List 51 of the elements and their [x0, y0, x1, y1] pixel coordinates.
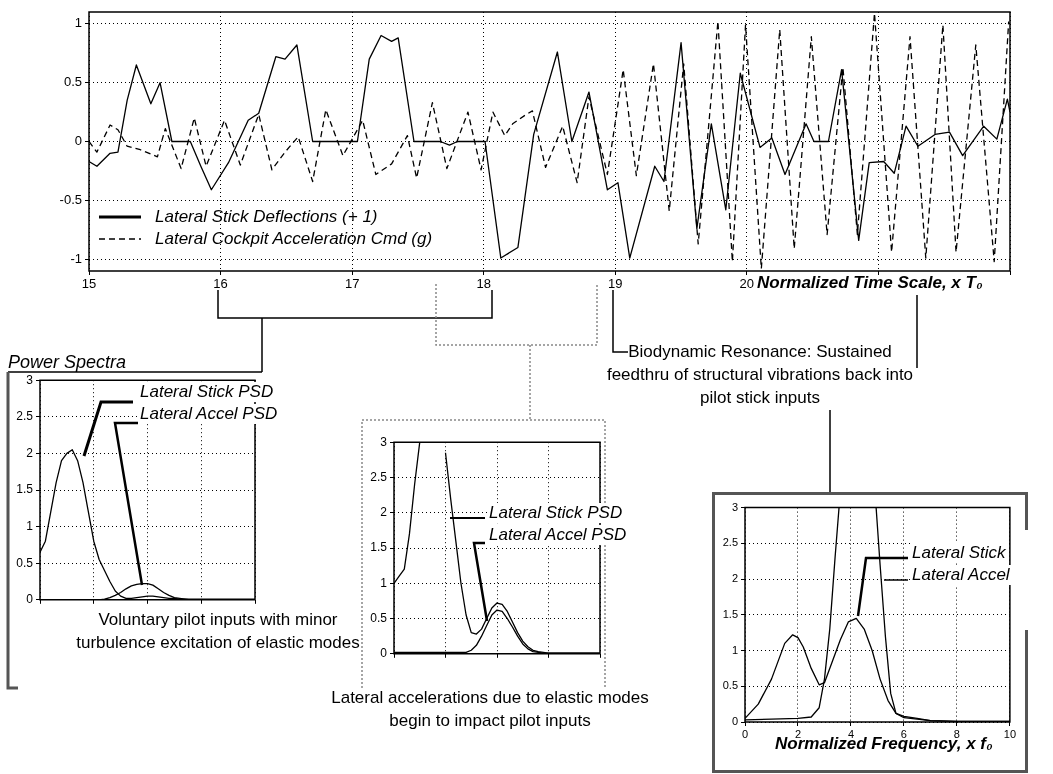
legend-label: Lateral Accel	[910, 565, 1012, 585]
text: Lateral Stick	[910, 543, 1008, 563]
y-tick-label: 1	[26, 518, 34, 533]
legend-label: Lateral Stick PSD	[487, 503, 625, 523]
x-tick-label: 6	[900, 727, 907, 740]
x-tick-label: 4	[847, 727, 855, 740]
x-tick-label: 20	[739, 276, 755, 292]
legend-label: Lateral Stick Deflections (+ 1)	[155, 207, 378, 226]
text: Lateral Accel PSD	[487, 525, 629, 545]
y-tick-label: 1	[380, 575, 388, 590]
y-tick-label: 0	[26, 592, 34, 607]
x-tick-label: 8	[953, 727, 960, 740]
y-tick-label: 1.5	[722, 607, 738, 620]
chart-title: Power Spectra	[8, 352, 127, 373]
y-tick-label: 2.5	[16, 409, 34, 424]
y-tick-label: 2	[380, 505, 388, 520]
x-tick-label: 18	[476, 276, 491, 292]
x-tick-label: 17	[344, 276, 360, 292]
x-tick-label: 15	[81, 276, 97, 292]
x-tick-label: 2	[794, 727, 802, 740]
legend-label: Lateral Cockpit Acceleration Cmd (g)	[155, 229, 433, 248]
y-tick-label: 3	[26, 372, 34, 387]
y-tick-label: 1	[731, 643, 738, 656]
y-tick-label: 0	[380, 646, 388, 661]
y-tick-label: -0.5	[59, 191, 82, 207]
y-tick-label: 3	[380, 434, 388, 449]
y-tick-label: 2	[26, 445, 34, 460]
y-tick-label: 1.5	[16, 482, 34, 497]
x-tick-label: 10	[1003, 727, 1017, 740]
y-tick-label: 0	[731, 715, 738, 728]
y-tick-label: 1	[74, 15, 82, 31]
y-tick-label: 1.5	[370, 540, 388, 555]
y-tick-label: 3	[731, 500, 738, 513]
y-tick-label: 0.5	[16, 555, 34, 570]
text: Lateral accelerations due to elastic modes begin to impact pilot inputs	[330, 687, 650, 732]
x-tick-label: 19	[608, 276, 623, 292]
text: Lateral Accel PSD	[138, 404, 280, 424]
text: Biodynamic Resonance: Sustained feedthru of structural vibrations back into pilot stick inputs	[605, 341, 915, 409]
x-axis-title: Normalized Time Scale, x T₀	[757, 273, 983, 293]
y-tick-label: 2	[731, 572, 738, 585]
y-tick-label: 0	[74, 133, 82, 149]
text: Lateral Stick PSD	[138, 382, 276, 402]
x-tick-label: 16	[213, 276, 228, 292]
y-tick-label: 2.5	[370, 469, 388, 484]
x-tick-label: 0	[741, 727, 749, 740]
y-tick-label: 0.5	[63, 74, 82, 90]
y-tick-label: 0.5	[370, 610, 388, 625]
y-tick-label: 2.5	[722, 536, 738, 549]
y-tick-label: -1	[70, 250, 82, 266]
y-tick-label: 0.5	[722, 679, 738, 692]
text: Voluntary pilot inputs with minor turbulence excitation of elastic modes	[75, 609, 361, 654]
